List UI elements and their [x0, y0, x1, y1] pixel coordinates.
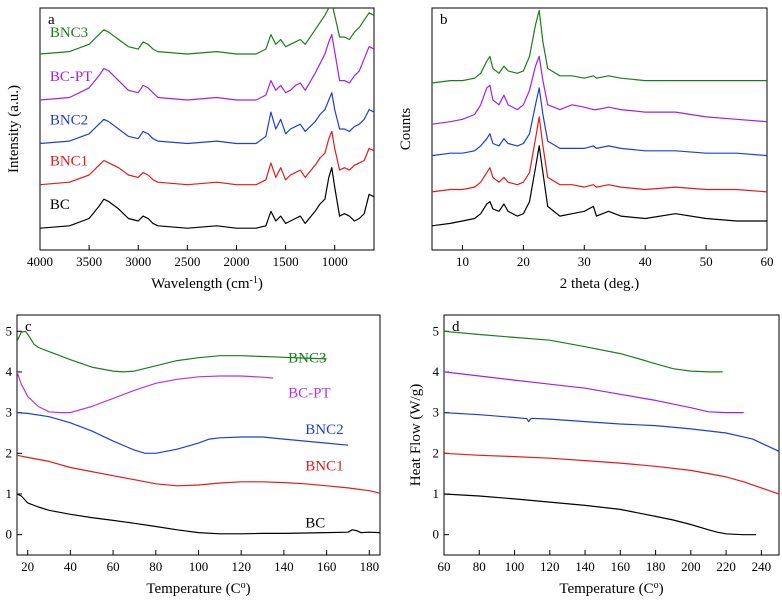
y-axis-label: Heat Flow (W/g)	[408, 384, 424, 486]
y-tick-label: 5	[433, 323, 440, 338]
plot-frame	[39, 7, 375, 251]
y-tick-label: 4	[433, 364, 440, 379]
series-line-bc	[432, 145, 767, 227]
x-tick-label: 50	[700, 254, 713, 269]
y-tick-label: 4	[6, 364, 13, 379]
x-tick-label: 20	[517, 254, 530, 269]
x-tick-label: 160	[317, 559, 337, 574]
series-line-bc	[444, 493, 757, 536]
x-tick-label: 40	[64, 559, 77, 574]
series-label-bnc3: BNC3	[50, 25, 88, 41]
y-tick-label: 0	[433, 527, 440, 542]
panel-label: a	[48, 12, 55, 28]
y-axis-label: Counts	[398, 108, 414, 151]
series-line-bnc3	[40, 8, 374, 55]
plot-frame	[443, 314, 780, 556]
series-line-bc-pt	[432, 55, 767, 125]
x-tick-label: 200	[681, 559, 701, 574]
x-axis-label: Temperature (Co)	[146, 580, 250, 598]
y-tick-label: 2	[433, 445, 440, 460]
x-tick-label: 120	[231, 559, 251, 574]
series-line-bnc2	[432, 87, 767, 157]
x-axis-label: 2 theta (deg.)	[560, 276, 640, 292]
y-tick-label: 0	[6, 527, 13, 542]
series-line-bc-pt	[444, 371, 744, 414]
series-line-bnc1	[432, 116, 767, 193]
panel-label: d	[452, 319, 460, 335]
series-label-bnc2: BNC2	[305, 422, 343, 438]
series-line-bc-pt	[17, 371, 274, 414]
x-tick-label: 60	[761, 254, 774, 269]
series-label-bc-pt: BC-PT	[288, 385, 331, 401]
x-tick-label: 80	[149, 559, 162, 574]
y-tick-label: 1	[6, 486, 13, 501]
chart-panel-a: a 4000 3500 3000 2500 2000 1500 1000 Wavelength …	[6, 7, 375, 293]
y-tick-label: 1	[433, 486, 440, 501]
x-tick-label: 100	[505, 559, 525, 574]
x-tick-label: 60	[107, 559, 120, 574]
x-tick-label: 10	[456, 254, 469, 269]
x-tick-label: 40	[639, 254, 652, 269]
series-label-bnc1: BNC1	[305, 459, 343, 475]
series-line-bnc3	[444, 330, 723, 373]
x-tick-label: 2000	[223, 254, 249, 269]
x-tick-label: 20	[21, 559, 34, 574]
y-tick-label: 3	[6, 405, 13, 420]
x-tick-label: 60	[438, 559, 451, 574]
x-tick-label: 180	[360, 559, 380, 574]
x-tick-label: 160	[611, 559, 631, 574]
panel-label: c	[25, 319, 32, 335]
x-tick-label: 80	[473, 559, 486, 574]
series-label-bc: BC	[305, 515, 325, 531]
series-line-bnc2	[40, 92, 374, 145]
x-tick-label: 30	[578, 254, 591, 269]
x-tick-label: 140	[575, 559, 595, 574]
y-tick-label: 5	[6, 323, 13, 338]
series-line-bnc3	[432, 9, 767, 84]
x-tick-label: 140	[274, 559, 294, 574]
x-tick-label: 1500	[273, 254, 299, 269]
y-tick-label: 2	[6, 445, 13, 460]
series-line-bc	[40, 167, 374, 229]
series-label-bnc1: BNC1	[50, 153, 88, 169]
x-tick-label: 4000	[27, 254, 53, 269]
series-label-bc-pt: BC-PT	[50, 69, 93, 85]
y-axis-label: Intensity (a.u.)	[6, 85, 22, 173]
series-line-bnc1	[40, 130, 374, 186]
chart-panel-d: d 60 80 100 120 140 160 180 200 220 240 0 1 2 3 4 5 Tempe…	[408, 314, 780, 598]
series-line-bnc1	[444, 452, 779, 495]
x-tick-label: 180	[646, 559, 666, 574]
x-tick-label: 1000	[322, 254, 348, 269]
chart-panel-b: b 10 20 30 40 50 60 2 theta (deg.) Counts	[398, 7, 774, 292]
series-label-bnc2: BNC2	[50, 112, 88, 128]
series-line-bnc2	[17, 412, 349, 454]
x-tick-label: 3000	[125, 254, 151, 269]
chart-panel-c: c 20 40 60 80 100 120 140 160 180 0 1 2 3 4 5 Temperatur…	[6, 314, 381, 598]
series-label-bc: BC	[50, 197, 70, 213]
series-line-bnc2	[444, 412, 779, 452]
x-axis-label: Temperature (Co)	[559, 580, 663, 598]
series-line-bc	[17, 493, 380, 535]
x-tick-label: 100	[189, 559, 209, 574]
x-tick-label: 3500	[76, 254, 102, 269]
x-tick-label: 220	[716, 559, 736, 574]
x-tick-label: 2500	[174, 254, 200, 269]
plot-frame	[431, 7, 768, 251]
series-line-bc-pt	[40, 33, 374, 101]
x-axis-label: Wavelength (cm-1)	[151, 275, 263, 293]
x-tick-label: 240	[752, 559, 772, 574]
series-line-bnc1	[17, 454, 380, 494]
x-tick-label: 120	[540, 559, 560, 574]
series-line-bnc3	[17, 330, 327, 373]
y-tick-label: 3	[433, 405, 440, 420]
series-label-bnc3: BNC3	[288, 351, 326, 367]
panel-label: b	[440, 12, 448, 28]
